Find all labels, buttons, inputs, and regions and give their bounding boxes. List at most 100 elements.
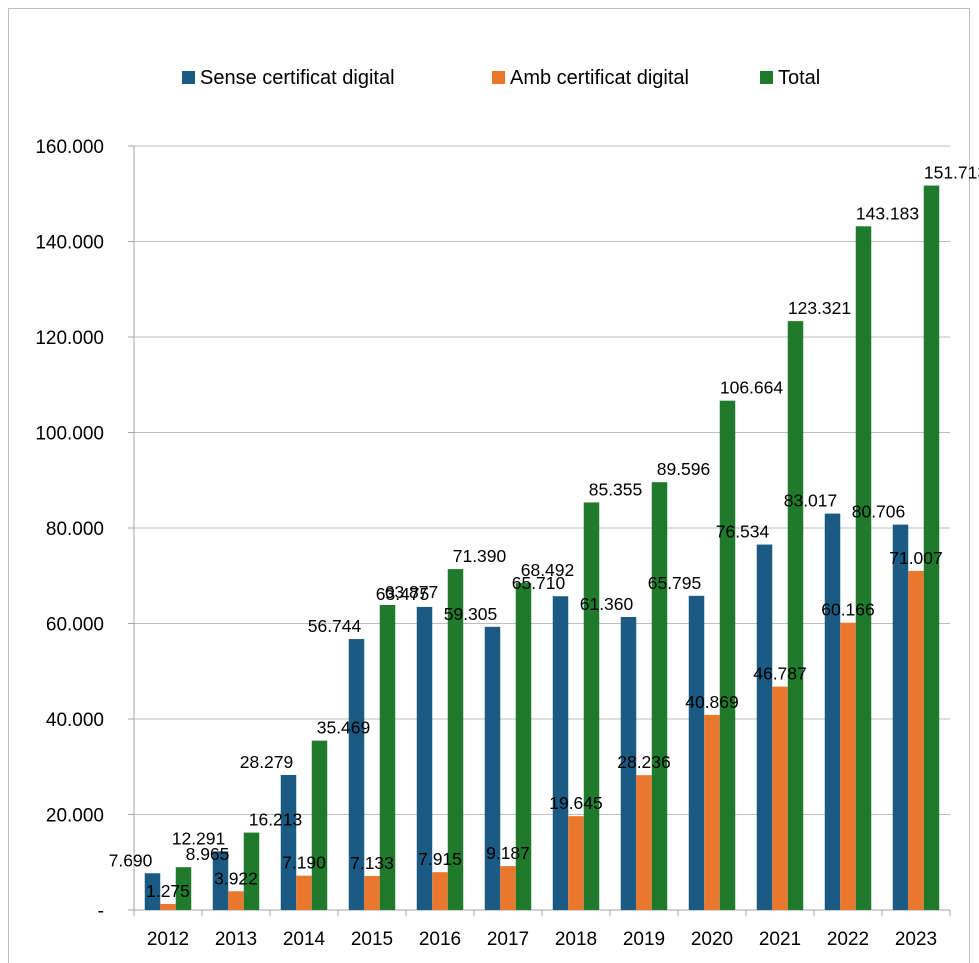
data-label: 12.291 (172, 828, 226, 848)
bar-total (583, 502, 600, 910)
data-label: 28.279 (240, 752, 294, 772)
data-label: 3.922 (214, 868, 258, 888)
bar-amb-certificat-digital (908, 570, 924, 910)
bar-total (787, 321, 804, 910)
bar-amb-certificat-digital (840, 622, 856, 910)
legend-label: Total (778, 67, 820, 89)
bar-sense-certificat-digital (756, 544, 773, 910)
bar-sense-certificat-digital (280, 774, 297, 910)
data-label: 143.183 (856, 203, 919, 223)
bar-amb-certificat-digital (568, 816, 584, 910)
data-label: 151.713 (924, 163, 979, 183)
data-label: 63.877 (385, 582, 439, 602)
data-label: 106.664 (720, 378, 784, 398)
data-label: 65.710 (512, 573, 566, 593)
data-label: 46.787 (753, 664, 807, 684)
y-tick-label: 20.000 (46, 806, 104, 827)
x-tick-label: 2016 (419, 929, 461, 950)
data-label: 35.469 (317, 718, 371, 738)
y-tick-label: 120.000 (35, 328, 104, 349)
bar-sense-certificat-digital (892, 524, 909, 910)
bar-amb-certificat-digital (296, 875, 312, 910)
bar-total (379, 604, 396, 910)
bar-sense-certificat-digital (620, 617, 637, 910)
data-label: 59.305 (444, 604, 498, 624)
chart-frame (8, 8, 970, 963)
data-label: 19.645 (549, 793, 603, 813)
x-tick-label: 2020 (691, 929, 733, 950)
bar-amb-certificat-digital (704, 714, 720, 910)
data-label: 7.133 (350, 853, 394, 873)
legend-swatch (492, 71, 505, 84)
bar-total (651, 482, 668, 910)
data-label: 61.360 (580, 594, 634, 614)
x-tick-label: 2014 (283, 929, 326, 950)
bar-sense-certificat-digital (824, 513, 841, 910)
data-label: 40.869 (685, 692, 739, 712)
y-tick-label: 60.000 (46, 615, 104, 636)
data-label: 56.744 (308, 616, 362, 636)
bar-amb-certificat-digital (432, 872, 448, 910)
bar-amb-certificat-digital (364, 875, 380, 910)
bar-total (923, 185, 940, 910)
bar-sense-certificat-digital (348, 639, 365, 910)
x-tick-label: 2012 (147, 929, 189, 950)
legend-label: Amb certificat digital (510, 67, 689, 89)
data-label: 16.213 (249, 810, 303, 830)
bar-total (243, 832, 260, 910)
x-tick-label: 2013 (215, 929, 257, 950)
data-label: 71.390 (453, 546, 507, 566)
x-tick-label: 2018 (555, 929, 597, 950)
legend-label: Sense certificat digital (200, 67, 395, 89)
data-label: 7.690 (109, 850, 153, 870)
data-label: 83.017 (784, 491, 838, 511)
bar-sense-certificat-digital (144, 873, 161, 910)
x-tick-label: 2015 (351, 929, 393, 950)
data-label: 1.275 (146, 881, 190, 901)
x-tick-label: 2022 (827, 929, 869, 950)
bar-total (515, 582, 532, 910)
legend-swatch (760, 71, 773, 84)
bar-amb-certificat-digital (500, 866, 516, 910)
y-tick-label: 100.000 (35, 424, 104, 445)
bar-sense-certificat-digital (416, 606, 433, 910)
bar-amb-certificat-digital (636, 775, 652, 910)
y-tick-label: 160.000 (35, 137, 104, 158)
data-label: 85.355 (589, 479, 643, 499)
bar-sense-certificat-digital (212, 851, 229, 910)
bar-sense-certificat-digital (484, 626, 501, 910)
bar-amb-certificat-digital (160, 903, 176, 910)
x-tick-label: 2023 (895, 929, 937, 950)
data-label: 89.596 (657, 459, 711, 479)
bar-amb-certificat-digital (228, 891, 244, 910)
bar-amb-certificat-digital (772, 686, 788, 910)
y-tick-label: - (98, 901, 104, 922)
y-tick-label: 80.000 (46, 519, 104, 540)
bar-total (175, 867, 192, 910)
bar-total (447, 569, 464, 910)
y-tick-label: 140.000 (35, 233, 104, 254)
data-label: 9.187 (486, 843, 530, 863)
bar-total (719, 400, 736, 910)
data-label: 63.475 (376, 584, 430, 604)
bar-total (311, 740, 328, 910)
x-tick-label: 2019 (623, 929, 665, 950)
data-label: 68.492 (521, 560, 575, 580)
x-tick-label: 2017 (487, 929, 529, 950)
data-label: 28.236 (617, 752, 671, 772)
data-label: 76.534 (716, 522, 770, 542)
bar-sense-certificat-digital (688, 595, 705, 910)
data-label: 7.915 (418, 849, 462, 869)
data-label: 7.190 (282, 853, 326, 873)
data-label: 80.706 (852, 502, 906, 522)
y-tick-label: 40.000 (46, 710, 104, 731)
x-tick-label: 2021 (759, 929, 801, 950)
bar-total (855, 226, 872, 911)
data-label: 8.965 (186, 844, 230, 864)
legend-swatch (182, 71, 195, 84)
bar-sense-certificat-digital (552, 596, 569, 910)
data-label: 123.321 (788, 298, 851, 318)
data-label: 71.007 (889, 548, 943, 568)
data-label: 65.795 (648, 573, 702, 593)
